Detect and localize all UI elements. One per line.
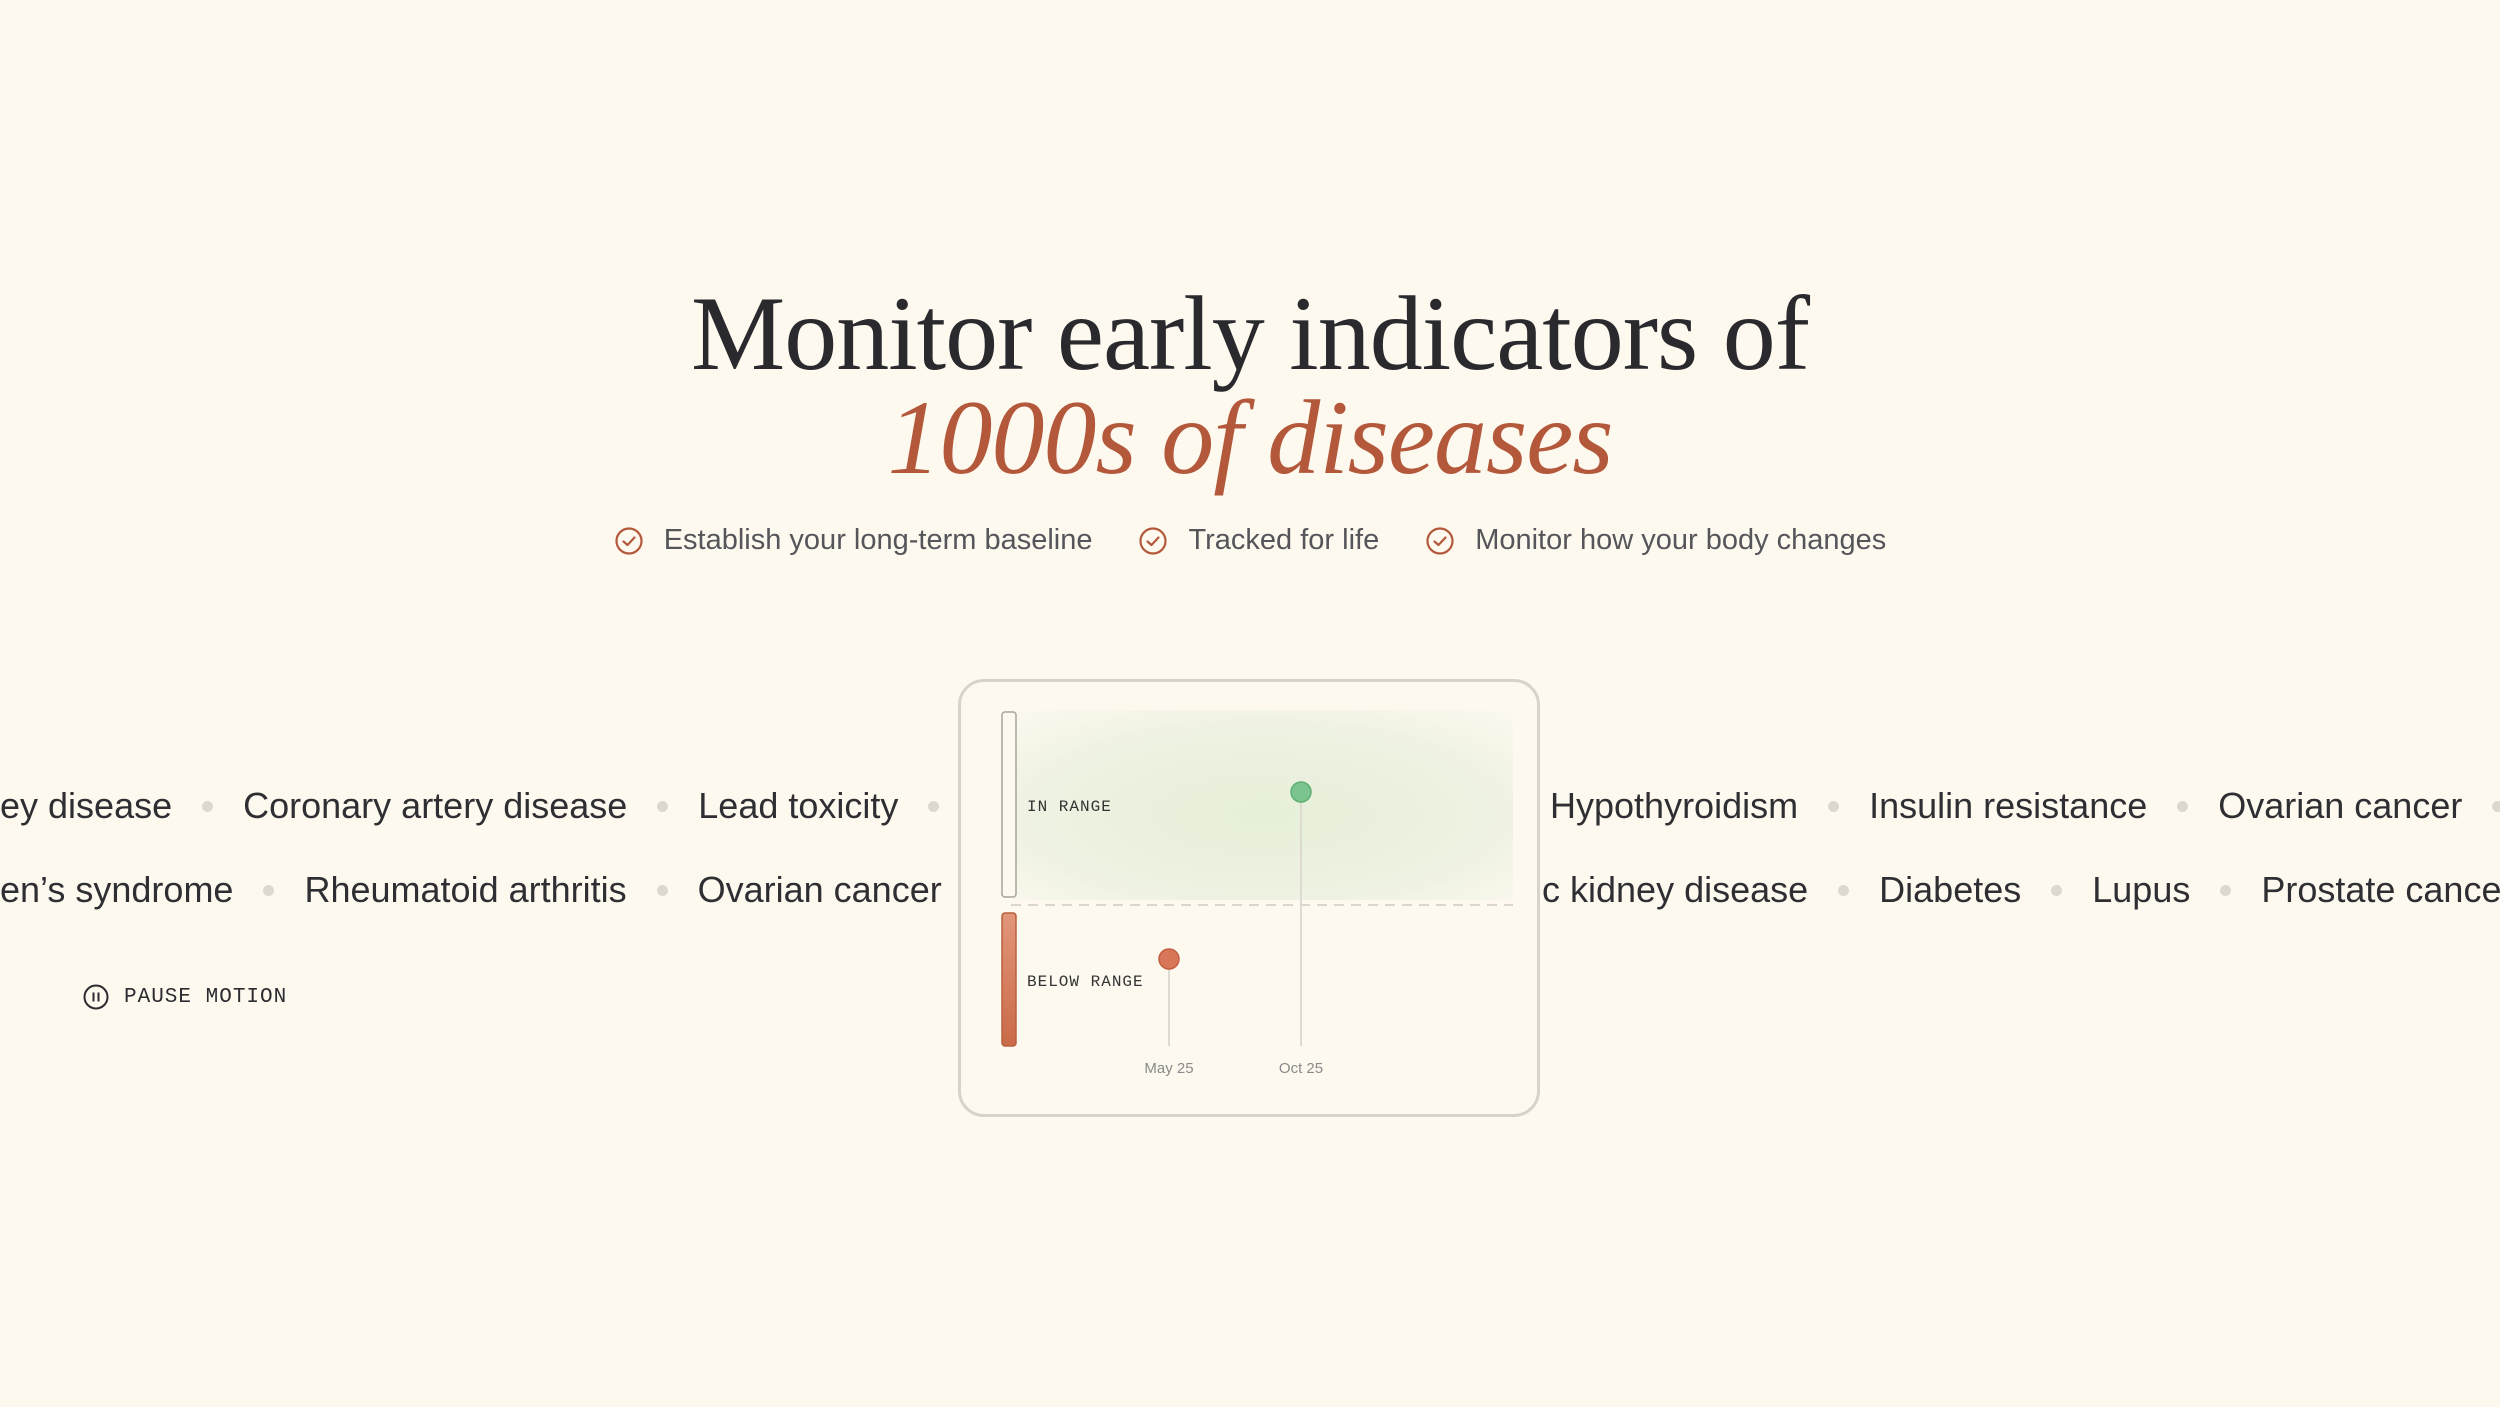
ticker-item: Hypothyroidism <box>1550 785 1799 826</box>
ticker-track-left: en’s syndrome Rheumatoid arthritis Ovari… <box>0 860 1013 920</box>
ticker-item: Insulin resistance <box>1869 785 2148 826</box>
ticker-item: Lead toxicity <box>698 785 899 826</box>
headline: Monitor early indicators of 1000s of dis… <box>0 281 2500 496</box>
in-range-zone <box>1013 710 1513 900</box>
check-circle-icon <box>1139 526 1168 555</box>
feature-label: Tracked for life <box>1188 524 1380 556</box>
feature-baseline: Establish your long-term baseline <box>614 524 1093 557</box>
ticker-item: Diabetes <box>1879 869 2022 910</box>
disease-ticker-row-2: en’s syndrome Rheumatoid arthritis Ovari… <box>0 860 2500 920</box>
ticker-item: Ovarian cancer <box>2218 785 2463 826</box>
separator-dot <box>928 800 940 812</box>
feature-list: Establish your long-term baseline Tracke… <box>0 524 2500 557</box>
pause-motion-button[interactable]: PAUSE MOTION <box>82 983 287 1011</box>
separator-dot <box>2492 800 2500 812</box>
separator-dot <box>263 884 275 896</box>
ticker-track-left: ey disease Coronary artery disease Lead … <box>0 776 997 836</box>
check-circle-icon <box>615 526 643 555</box>
check-circle-icon <box>1426 526 1454 555</box>
pause-circle-icon <box>83 984 109 1010</box>
ticker-item: Prostate cancer <box>2261 869 2500 910</box>
in-range-label: IN RANGE <box>1027 798 1112 816</box>
below-range-bar <box>1001 912 1017 1047</box>
ticker-item: Lupus <box>2092 869 2191 910</box>
separator-dot <box>656 884 668 896</box>
ticker-item: ey disease <box>0 785 173 826</box>
reading-dot-below <box>1158 948 1180 970</box>
separator-dot <box>202 800 214 812</box>
below-range-label: BELOW RANGE <box>1027 973 1144 991</box>
reading-date-may: May 25 <box>1144 1060 1193 1077</box>
feature-label: Establish your long-term baseline <box>663 524 1093 556</box>
separator-dot <box>2051 884 2063 896</box>
ticker-item: Coronary artery disease <box>243 785 628 826</box>
range-chart: IN RANGE BELOW RANGE May 25 Oct 25 <box>1001 710 1513 1077</box>
reading-date-oct: Oct 25 <box>1279 1060 1323 1077</box>
separator-dot <box>1838 884 1850 896</box>
separator-dot <box>2220 884 2232 896</box>
pause-motion-label: PAUSE MOTION <box>124 985 288 1009</box>
ticker-track-right: c kidney disease Diabetes Lupus Prostate… <box>1542 860 2500 920</box>
feature-monitor: Monitor how your body changes <box>1425 524 1886 557</box>
range-card: IN RANGE BELOW RANGE May 25 Oct 25 <box>958 679 1540 1117</box>
headline-line-1: Monitor early indicators of <box>690 275 1810 392</box>
ticker-item: Rheumatoid arthritis <box>304 869 627 910</box>
separator-dot <box>657 800 669 812</box>
in-range-bar <box>1001 711 1017 898</box>
ticker-item: en’s syndrome <box>0 869 234 910</box>
ticker-track-right: Hypothyroidism Insulin resistance Ovaria… <box>1550 776 2500 836</box>
headline-line-2: 1000s of diseases <box>887 379 1614 496</box>
reading-dot-in <box>1290 781 1312 803</box>
feature-label: Monitor how your body changes <box>1475 524 1887 556</box>
separator-dot <box>1828 800 1840 812</box>
ticker-item: Ovarian cancer <box>697 869 942 910</box>
ticker-item: c kidney disease <box>1542 869 1809 910</box>
feature-tracked: Tracked for life <box>1138 524 1379 557</box>
separator-dot <box>2177 800 2189 812</box>
